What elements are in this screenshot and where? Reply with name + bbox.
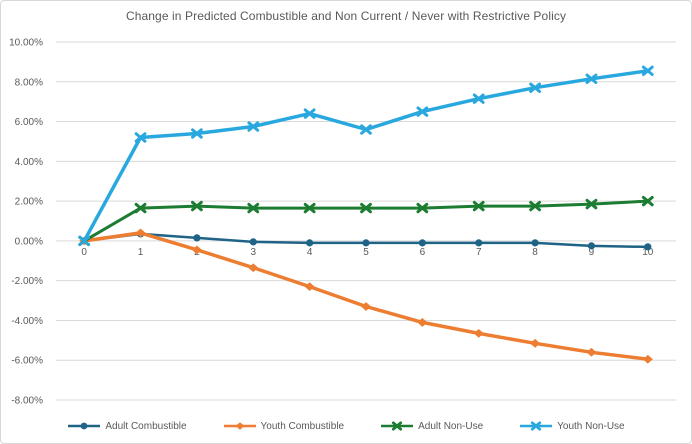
- series-line-youth-non-use: [82, 69, 650, 243]
- x-axis-tick-label: 10: [642, 247, 654, 258]
- data-point-marker-adult-combustible: [644, 243, 652, 251]
- data-point-marker-youth-combustible: [586, 347, 597, 357]
- legend-line-marker-icon: [68, 422, 101, 430]
- data-point-marker-youth-non-use: [529, 82, 541, 93]
- x-axis-tick-label: 4: [307, 247, 313, 258]
- x-axis-tick-label: 7: [476, 247, 482, 258]
- data-point-marker-youth-non-use: [134, 132, 147, 143]
- legend-line-marker-icon: [223, 422, 256, 430]
- data-point-marker-adult-combustible: [362, 239, 370, 247]
- data-point-marker-youth-non-use: [360, 124, 372, 135]
- data-point-marker-adult-combustible: [475, 239, 483, 247]
- data-point-marker-youth-combustible: [304, 282, 315, 292]
- data-point-marker-youth-non-use: [585, 73, 598, 84]
- y-axis-tick-label: 6.00%: [15, 117, 43, 128]
- legend-item-adult-non-use: Adult Non-Use: [380, 420, 483, 432]
- legend-label: Youth Combustible: [260, 420, 345, 432]
- data-point-marker-adult-non-use: [472, 200, 485, 212]
- data-point-marker-adult-non-use: [529, 200, 541, 212]
- chart-legend: Adult Combustible Youth Combustible Adult …: [1, 420, 691, 432]
- data-point-marker-adult-non-use: [134, 202, 147, 214]
- data-point-marker-youth-combustible: [530, 338, 541, 348]
- data-point-marker-adult-combustible: [249, 238, 257, 246]
- x-axis-tick-label: 3: [250, 247, 256, 258]
- data-point-marker-adult-combustible: [193, 234, 201, 242]
- data-point-marker-adult-combustible: [531, 239, 539, 247]
- data-point-marker-adult-non-use: [303, 202, 316, 214]
- data-point-marker-youth-non-use: [472, 93, 485, 104]
- legend-label: Youth Non-Use: [557, 420, 625, 432]
- data-point-marker-youth-combustible: [417, 318, 428, 327]
- legend-label: Adult Combustible: [105, 420, 187, 432]
- data-point-marker-youth-non-use: [416, 106, 429, 117]
- data-point-marker-youth-combustible: [248, 263, 259, 273]
- data-point-marker-adult-non-use: [247, 202, 260, 214]
- data-point-marker-youth-combustible: [191, 245, 202, 255]
- data-point-marker-youth-combustible: [642, 354, 653, 364]
- x-axis-tick-label: 9: [589, 247, 595, 258]
- x-axis-tick-label: 1: [138, 247, 144, 258]
- data-point-marker-adult-combustible: [587, 242, 596, 250]
- data-point-marker-adult-non-use: [641, 195, 654, 207]
- data-point-marker-youth-non-use: [641, 65, 654, 77]
- data-point-marker-adult-non-use: [360, 202, 372, 214]
- legend-line-marker-icon: [520, 421, 553, 431]
- x-axis-tick-label: 8: [532, 247, 538, 258]
- data-point-marker-youth-non-use: [191, 128, 203, 139]
- data-point-marker-adult-non-use: [191, 200, 203, 212]
- data-point-marker-adult-combustible: [306, 239, 314, 247]
- data-point-marker-adult-combustible: [418, 239, 426, 247]
- data-point-marker-youth-non-use: [303, 108, 316, 119]
- chart-title: Change in Predicted Combustible and Non …: [125, 9, 567, 23]
- data-point-marker-adult-non-use: [585, 198, 598, 210]
- data-point-marker-youth-combustible: [135, 228, 146, 238]
- x-axis-tick-label: 5: [363, 247, 369, 258]
- data-point-marker-youth-combustible: [473, 328, 484, 338]
- y-axis-tick-label: -4.00%: [11, 316, 43, 327]
- legend-label: Adult Non-Use: [418, 420, 484, 432]
- y-axis-tick-label: 0.00%: [15, 236, 43, 247]
- data-point-marker-youth-non-use: [247, 121, 260, 132]
- y-axis-tick-label: 10.00%: [9, 38, 43, 49]
- legend-item-youth-combustible: Youth Combustible: [223, 420, 345, 432]
- y-axis-tick-label: -2.00%: [11, 276, 43, 287]
- data-point-marker-youth-combustible: [361, 302, 371, 311]
- y-axis-tick-label: -6.00%: [11, 356, 43, 367]
- legend-item-adult-combustible: Adult Combustible: [67, 420, 187, 432]
- x-axis-tick-label: 0: [81, 247, 87, 258]
- y-axis-tick-label: -8.00%: [11, 396, 43, 407]
- y-axis-tick-label: 2.00%: [15, 197, 43, 208]
- legend-line-marker-icon: [381, 421, 414, 431]
- legend-item-youth-non-use: Youth Non-Use: [519, 420, 625, 432]
- data-point-marker-youth-non-use: [78, 235, 91, 247]
- x-axis-tick-label: 6: [420, 247, 426, 258]
- data-point-marker-adult-non-use: [416, 202, 429, 214]
- y-axis-tick-label: 8.00%: [15, 77, 43, 88]
- y-axis-tick-label: 4.00%: [15, 157, 43, 168]
